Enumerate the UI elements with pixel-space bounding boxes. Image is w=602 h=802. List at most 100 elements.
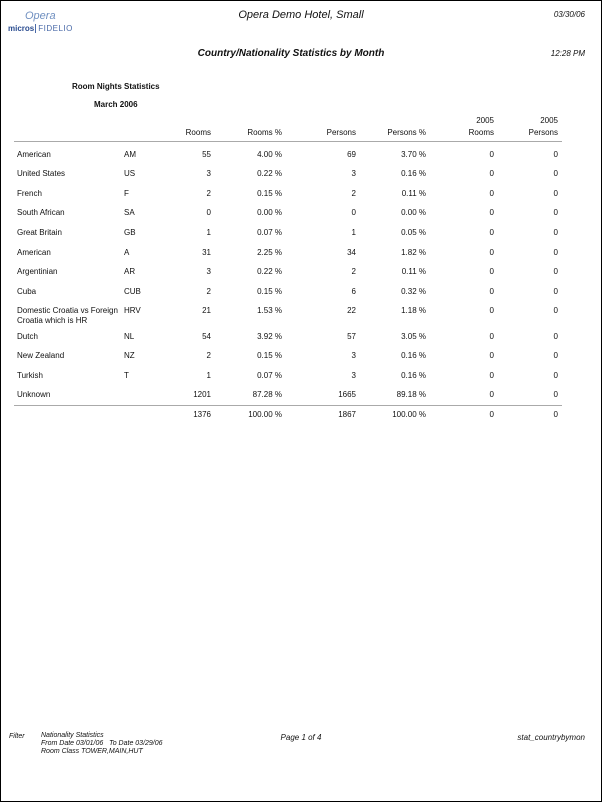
country-name: Great Britain [17, 228, 62, 237]
cell-persons: 34 [347, 248, 356, 257]
col-rooms-pct: Rooms % [247, 128, 282, 137]
cell-rooms: 1 [206, 228, 211, 237]
cell-rooms: 2 [206, 287, 211, 296]
country-name: American [17, 248, 51, 257]
cell-persons-2005: 0 [553, 169, 558, 178]
cell-persons-pct: 1.18 % [401, 306, 426, 315]
cell-rooms-2005: 0 [489, 208, 494, 217]
country-name: Unknown [17, 390, 51, 399]
cell-rooms-pct: 4.00 % [257, 150, 282, 159]
cell-rooms-2005: 0 [489, 332, 494, 341]
cell-rooms-2005: 0 [489, 150, 494, 159]
cell-persons-2005: 0 [553, 248, 558, 257]
report-time: 12:28 PM [550, 49, 585, 58]
col-rooms-2005-year: 2005 [476, 116, 494, 125]
country-code: AM [124, 150, 136, 159]
country-name: Turkish [17, 371, 43, 380]
cell-persons-2005: 0 [553, 371, 558, 380]
cell-persons-pct: 0.16 % [401, 371, 426, 380]
cell-rooms-2005: 0 [489, 169, 494, 178]
total-rooms-2005: 0 [489, 410, 494, 419]
cell-rooms-pct: 0.22 % [257, 267, 282, 276]
country-code: NZ [124, 351, 135, 360]
section-heading: Room Nights Statistics [72, 82, 160, 91]
cell-rooms: 3 [206, 267, 211, 276]
cell-persons-pct: 3.70 % [401, 150, 426, 159]
cell-rooms-pct: 0.15 % [257, 351, 282, 360]
filter-label: Filter [9, 733, 25, 740]
cell-persons-2005: 0 [553, 208, 558, 217]
cell-rooms-pct: 3.92 % [257, 332, 282, 341]
cell-rooms-2005: 0 [489, 390, 494, 399]
total-rooms: 1376 [193, 410, 211, 419]
cell-rooms: 21 [202, 306, 211, 315]
logo-brand: micros [8, 24, 35, 33]
cell-rooms: 3 [206, 169, 211, 178]
country-name: United States [17, 169, 66, 178]
col-persons-2005: Persons [528, 128, 558, 137]
opera-logo: Opera [25, 10, 56, 22]
cell-rooms-pct: 87.28 % [252, 390, 282, 399]
cell-persons: 22 [347, 306, 356, 315]
country-code: A [124, 248, 130, 257]
cell-persons-2005: 0 [553, 150, 558, 159]
col-persons: Persons [326, 128, 356, 137]
cell-rooms-pct: 0.15 % [257, 189, 282, 198]
header-rule [14, 141, 562, 142]
country-name: Domestic Croatia vs Foreign [17, 306, 118, 315]
cell-persons-pct: 0.05 % [401, 228, 426, 237]
total-rule [14, 405, 562, 406]
cell-rooms-2005: 0 [489, 267, 494, 276]
total-rooms-pct: 100.00 % [248, 410, 282, 419]
filter-line-2: From Date 03/01/06 To Date 03/29/06 [41, 740, 163, 747]
country-name: Argentinian [17, 267, 58, 276]
cell-persons-pct: 0.32 % [401, 287, 426, 296]
cell-persons-pct: 0.00 % [401, 208, 426, 217]
page-number: Page 1 of 4 [280, 733, 322, 742]
cell-persons: 6 [351, 287, 356, 296]
cell-persons: 2 [351, 267, 356, 276]
total-persons-pct: 100.00 % [392, 410, 426, 419]
country-name: New Zealand [17, 351, 65, 360]
cell-rooms-2005: 0 [489, 287, 494, 296]
col-rooms-2005: Rooms [468, 128, 494, 137]
report-id: stat_countrybymon [517, 733, 585, 742]
cell-rooms: 55 [202, 150, 211, 159]
country-name: Dutch [17, 332, 38, 341]
country-name: American [17, 150, 51, 159]
cell-persons-pct: 89.18 % [396, 390, 426, 399]
report-title: Country/Nationality Statistics by Month [197, 48, 385, 59]
col-persons-pct: Persons % [387, 128, 426, 137]
cell-rooms: 1201 [193, 390, 211, 399]
cell-persons-pct: 0.11 % [401, 267, 426, 276]
cell-persons-2005: 0 [553, 351, 558, 360]
cell-rooms-pct: 0.07 % [257, 228, 282, 237]
col-rooms: Rooms [185, 128, 211, 137]
cell-persons: 1665 [338, 390, 356, 399]
cell-persons-pct: 0.16 % [401, 169, 426, 178]
cell-rooms-2005: 0 [489, 189, 494, 198]
cell-rooms-pct: 1.53 % [257, 306, 282, 315]
cell-rooms: 31 [202, 248, 211, 257]
cell-persons: 2 [351, 189, 356, 198]
col-persons-2005-year: 2005 [540, 116, 558, 125]
country-name-cont: Croatia which is HR [17, 316, 88, 325]
country-code: SA [124, 208, 135, 217]
cell-rooms-pct: 0.22 % [257, 169, 282, 178]
cell-persons-2005: 0 [553, 390, 558, 399]
cell-rooms: 1 [206, 371, 211, 380]
country-code: T [124, 371, 129, 380]
cell-persons: 3 [351, 351, 356, 360]
cell-persons: 0 [351, 208, 356, 217]
cell-rooms-pct: 2.25 % [257, 248, 282, 257]
cell-persons: 1 [351, 228, 356, 237]
cell-persons-pct: 0.16 % [401, 351, 426, 360]
cell-rooms-2005: 0 [489, 351, 494, 360]
cell-rooms: 2 [206, 189, 211, 198]
country-name: South African [17, 208, 65, 217]
cell-rooms-pct: 0.07 % [257, 371, 282, 380]
cell-persons-pct: 3.05 % [401, 332, 426, 341]
cell-rooms-2005: 0 [489, 248, 494, 257]
section-period: March 2006 [94, 100, 138, 109]
country-name: French [17, 189, 42, 198]
